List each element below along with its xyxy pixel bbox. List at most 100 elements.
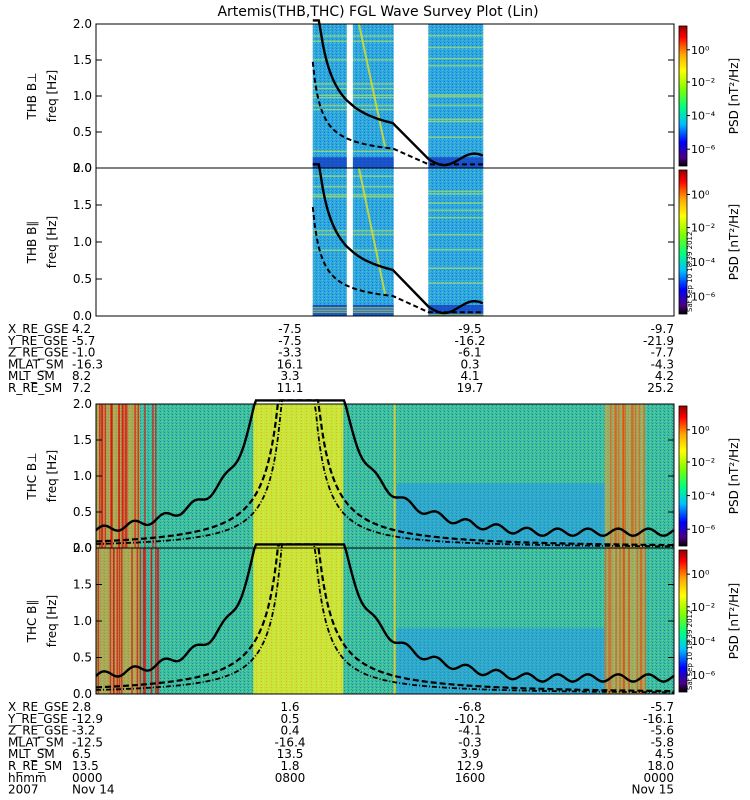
oxygen-gyrofrequency-curve [96,399,674,548]
ephemeris-row-label: MLAT_SM [8,735,64,749]
figure-title: Artemis(THB,THC) FGL Wave Survey Plot (L… [217,4,538,20]
ephemeris-value: 8.2 [72,369,91,383]
helium-gyrofrequency-curve [95,543,674,693]
gyrofrequency-curve [95,543,675,683]
ephemeris-value: 0.3 [460,357,479,371]
y-tick-label: 1.0 [73,89,92,103]
harmonic-line [428,95,484,98]
emission-stripe [358,167,386,295]
ephemeris-value: 7.2 [72,381,91,395]
ephemeris-value: -3.3 [278,346,301,360]
harmonic-line [312,108,394,111]
harmonic-line [312,87,394,90]
burst-streak [144,548,147,694]
ephemeris-value: 3.3 [280,369,299,383]
colorbar-tick-label: 10⁰ [691,44,710,57]
helium-gyrofrequency-curve [311,61,483,166]
ephemeris-value: 1.6 [280,700,299,714]
burst-streak [154,548,157,694]
data-gap [346,24,353,168]
burst-streak [615,404,617,548]
ephemeris-value: -7.7 [651,346,674,360]
burst-streak [643,404,645,548]
ephemeris-value: -5.6 [651,724,674,738]
burst-streak [634,404,637,548]
colorbar-tick-label: 10⁻⁴ [691,490,716,503]
burst-streak [609,548,612,694]
harmonic-line [428,35,484,37]
left-bursts [96,404,140,548]
harmonic-line [312,230,394,232]
burst-streak [118,548,121,694]
burst-streak [112,548,115,694]
y-tick-label: 1.5 [73,198,92,212]
ephemeris-row-label: Z_RE_GSE [8,724,69,738]
emission-stripe [358,23,386,147]
y-tick-label: 1.0 [73,235,92,249]
harmonic-line [428,104,484,107]
ephemeris-value: 4.5 [655,747,674,761]
panel-label: THC B∥ [25,600,39,644]
vertical-emission [393,404,396,548]
harmonic-line [428,118,484,121]
ephemeris-value: 0.5 [280,712,299,726]
ephemeris-row-label: Y_RE_GSE [7,334,68,348]
ephemeris-value: -3.2 [72,724,95,738]
spectrogram-texture [96,404,674,548]
ephemeris-row-label: X_RE_GSE [8,700,69,714]
harmonic-line [428,120,484,123]
vertical-emission [393,548,396,694]
y-tick-label: 1.5 [73,433,92,447]
ephemeris-row-label: MLAT_SM [8,357,64,371]
y-tick-label: 2.0 [73,397,92,411]
ephemeris-value: 0.4 [280,724,299,738]
high-power-texture [253,404,344,548]
colorbar-tick-label: 10⁻⁶ [691,523,716,536]
gyrofrequency-curve [95,399,675,537]
y-tick-label: 1.5 [73,53,92,67]
harmonic-line [428,57,484,60]
colorbar-label: PSD [nT²/Hz] [727,583,741,659]
harmonic-line [428,193,484,195]
ephemeris-value: 0800 [275,771,306,785]
ephemeris-value: 4.2 [655,369,674,383]
harmonic-line [312,185,394,188]
y-tick-label: 1.0 [73,469,92,483]
colorbar [678,405,688,547]
ephemeris-row-label: hhmm [8,771,47,785]
burst-streak [639,548,642,694]
ephemeris-value: 4.1 [460,369,479,383]
colorbar-tick-label: 10⁻² [691,456,715,469]
data-gap [346,168,353,316]
colorbar [678,549,688,693]
ephemeris-value: 16.1 [277,357,304,371]
ephemeris-row-label: R_RE_SM [8,381,62,395]
harmonic-line [312,59,394,61]
burst-streak [624,404,627,548]
y-tick-label: 0.5 [73,651,92,665]
harmonic-line [312,233,394,236]
ephemeris-value: 19.7 [457,381,484,395]
y-tick-label: 0.0 [73,541,92,555]
harmonic-line [312,83,394,85]
y-tick-label: 0.0 [73,687,92,701]
burst-streak [118,404,120,548]
oxygen-gyrofrequency-curve [95,543,674,694]
ephemeris-value: 2.8 [72,700,91,714]
burst-streak [121,548,123,694]
ephemeris-value: Nov 14 [72,783,115,797]
harmonic-line [428,267,484,269]
spectrogram-texture [96,548,674,694]
colorbar [678,169,688,315]
harmonic-line [312,94,394,97]
panel-label: THB B⊥ [25,72,39,120]
y-axis-label: freq [Hz] [45,216,59,268]
burst-streak [109,548,112,694]
burst-streak [619,548,621,694]
harmonic-line [312,249,394,251]
ephemeris-value: -16.2 [454,334,485,348]
ephemeris-value: -9.7 [651,322,674,336]
burst-streak [154,404,157,548]
burst-streak [104,404,107,548]
